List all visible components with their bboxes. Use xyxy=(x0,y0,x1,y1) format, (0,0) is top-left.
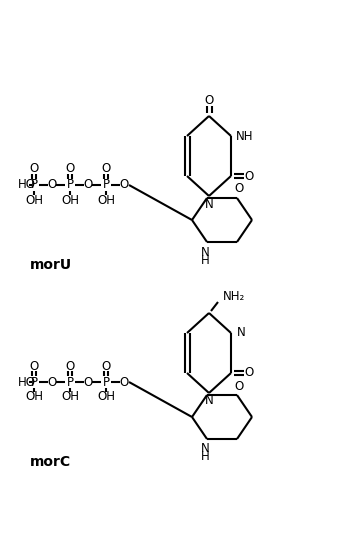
Text: H: H xyxy=(201,450,210,464)
Text: O: O xyxy=(120,179,129,191)
Text: O: O xyxy=(244,366,254,379)
Text: O: O xyxy=(204,95,213,107)
Text: O: O xyxy=(244,169,254,183)
Text: OH: OH xyxy=(61,194,79,206)
Text: OH: OH xyxy=(25,390,43,404)
Text: O: O xyxy=(66,360,75,372)
Text: N: N xyxy=(204,197,213,211)
Text: H: H xyxy=(201,254,210,267)
Text: P: P xyxy=(103,179,109,191)
Text: O: O xyxy=(234,379,244,393)
Text: O: O xyxy=(30,360,39,372)
Text: O: O xyxy=(66,162,75,175)
Text: O: O xyxy=(48,179,57,191)
Text: OH: OH xyxy=(25,194,43,206)
Text: OH: OH xyxy=(97,390,115,404)
Text: O: O xyxy=(84,376,93,388)
Text: N: N xyxy=(201,245,210,258)
Text: P: P xyxy=(67,376,73,388)
Text: N: N xyxy=(204,394,213,408)
Text: NH₂: NH₂ xyxy=(223,290,245,304)
Text: O: O xyxy=(84,179,93,191)
Text: O: O xyxy=(102,360,111,372)
Text: HO: HO xyxy=(18,376,36,388)
Text: morC: morC xyxy=(30,455,71,469)
Text: NH: NH xyxy=(236,129,254,142)
Text: N: N xyxy=(237,327,246,339)
Text: O: O xyxy=(102,162,111,175)
Text: OH: OH xyxy=(97,194,115,206)
Text: P: P xyxy=(31,376,37,388)
Text: P: P xyxy=(103,376,109,388)
Text: P: P xyxy=(31,179,37,191)
Text: N: N xyxy=(201,443,210,455)
Text: O: O xyxy=(30,162,39,175)
Text: O: O xyxy=(48,376,57,388)
Text: OH: OH xyxy=(61,390,79,404)
Text: P: P xyxy=(67,179,73,191)
Text: morU: morU xyxy=(30,258,72,272)
Text: O: O xyxy=(120,376,129,388)
Text: HO: HO xyxy=(18,179,36,191)
Text: O: O xyxy=(234,183,244,195)
